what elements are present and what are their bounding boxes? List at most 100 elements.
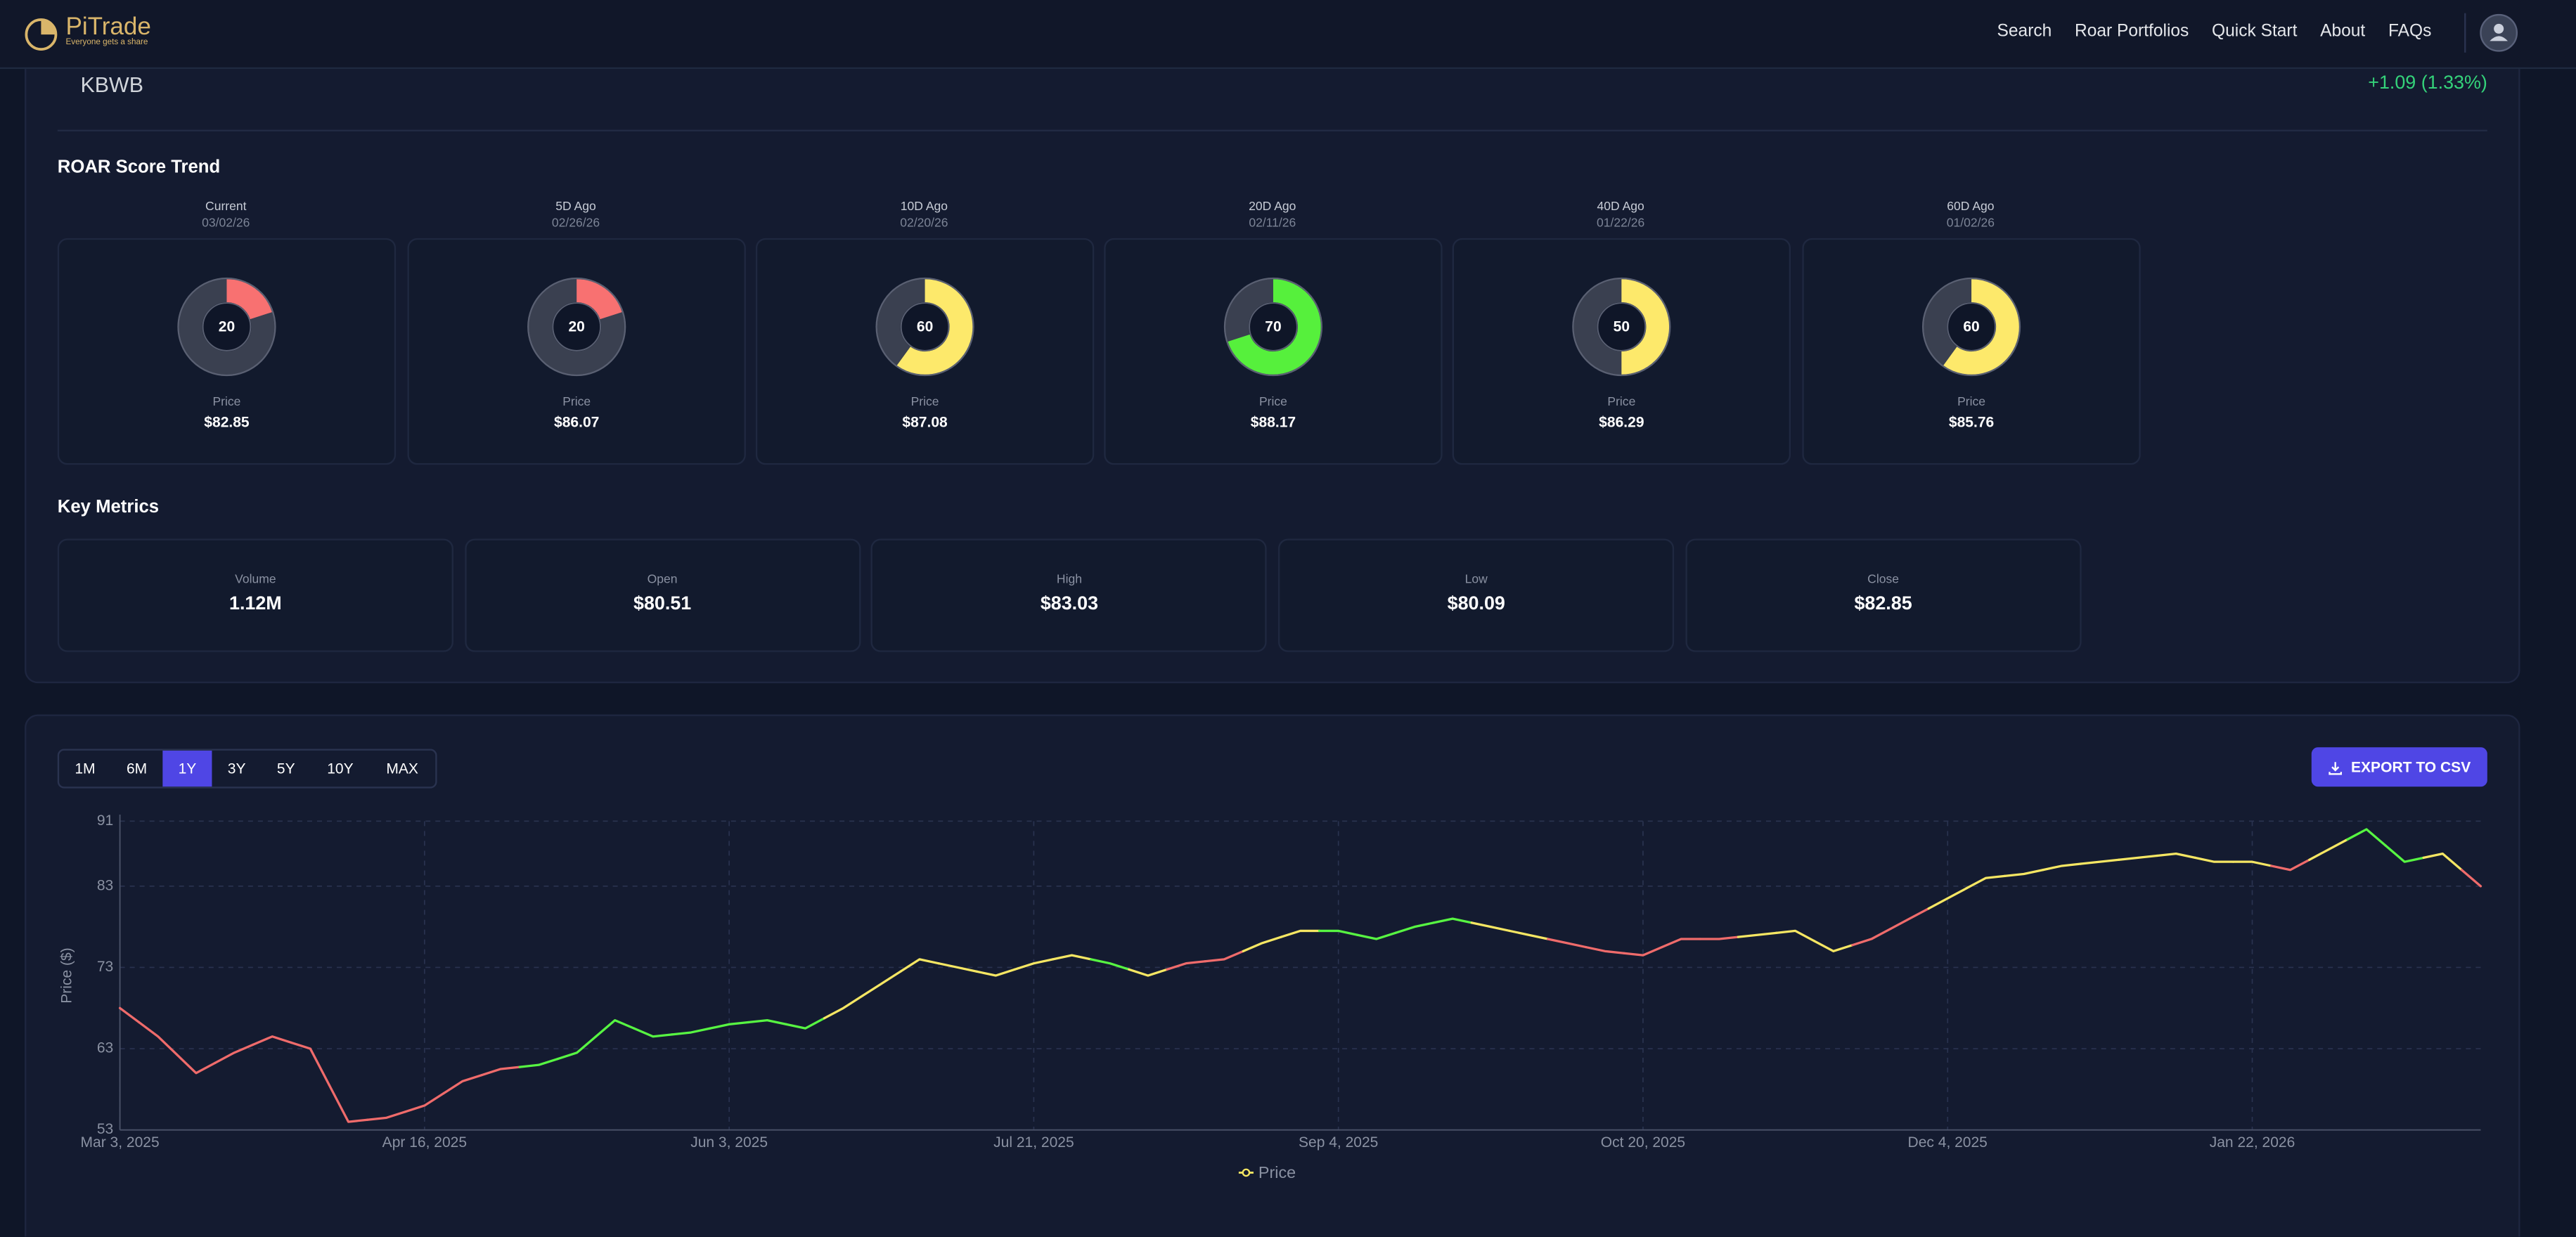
donut-hole — [1947, 302, 1996, 351]
range-button[interactable]: 10Y — [327, 760, 354, 777]
y-tick-label: 63 — [97, 1040, 113, 1056]
card-label: 20D Ago — [1249, 198, 1296, 214]
donut-edge — [1223, 277, 1323, 377]
price-line — [785, 1017, 826, 1030]
card-date: 01/22/26 — [1597, 215, 1645, 231]
price-line — [823, 995, 864, 1020]
price-line — [1356, 931, 1397, 940]
price-line — [1242, 935, 1283, 952]
donut-score: 60 — [1963, 319, 1979, 335]
nav-link[interactable]: Roar Portfolios — [2075, 21, 2189, 41]
legend-marker — [1242, 1168, 1251, 1177]
metric-value: $83.03 — [1040, 594, 1099, 614]
price-line — [1051, 954, 1093, 961]
y-tick-label: 83 — [97, 877, 113, 893]
donut: 60 — [1921, 277, 2021, 377]
price-line — [1166, 960, 1206, 971]
metric-label: Volume — [235, 571, 276, 587]
nav-link[interactable]: FAQs — [2388, 21, 2432, 41]
price-line — [214, 1043, 255, 1064]
metric-card: High $83.03 — [871, 538, 1268, 652]
price-line — [1280, 929, 1321, 938]
price-line — [2194, 856, 2235, 863]
score-card: 20 Price $86.07 — [407, 238, 746, 465]
price-line — [2269, 858, 2311, 872]
score-card: 60 Price $87.08 — [755, 238, 1095, 465]
export-button[interactable]: EXPORT TO CSV — [2311, 747, 2487, 787]
range-button[interactable]: 1Y — [162, 750, 212, 787]
price-line — [1204, 950, 1244, 963]
chart-panel — [25, 714, 2520, 1237]
donut-arc — [1943, 279, 2019, 375]
price-line — [2346, 828, 2387, 847]
price-line — [671, 1027, 711, 1036]
metric-card: Open $80.51 — [464, 538, 861, 652]
price-line — [1090, 958, 1131, 971]
price-line — [556, 1035, 598, 1061]
metric-label: Low — [1464, 571, 1488, 587]
donut-edge — [1921, 277, 2021, 377]
card-label: 60D Ago — [1947, 198, 1995, 214]
price-line — [1737, 931, 1778, 938]
price-line — [2308, 838, 2349, 861]
metric-label: Close — [1867, 571, 1900, 587]
range-button[interactable]: 1M — [75, 760, 96, 777]
range-button[interactable]: 5Y — [276, 760, 295, 777]
donut-score: 50 — [1614, 319, 1630, 335]
x-tick-label: Mar 3, 2025 — [81, 1134, 160, 1151]
nav-link[interactable]: Quick Start — [2212, 21, 2298, 41]
price-label: Price — [1607, 394, 1636, 409]
price-line — [2460, 869, 2482, 888]
price-line — [118, 1006, 141, 1024]
score-card: 20 Price $82.85 — [57, 238, 397, 465]
x-tick-label: Oct 20, 2025 — [1601, 1134, 1685, 1151]
range-button[interactable]: 6M — [126, 760, 148, 777]
donut-hole — [900, 302, 950, 351]
card-label: 5D Ago — [555, 198, 596, 214]
user-avatar[interactable] — [2479, 13, 2518, 53]
navbar: PiTrade Everyone gets a share Search Roar… — [0, 0, 2576, 70]
price-line — [1508, 929, 1550, 940]
price-label: Price — [1258, 394, 1287, 409]
donut-edge — [875, 277, 974, 377]
export-label: EXPORT TO CSV — [2351, 758, 2471, 775]
price-label: Price — [562, 394, 591, 409]
price-line — [1585, 945, 1625, 954]
metric-value: $80.09 — [1447, 594, 1505, 614]
card-label: Current — [205, 198, 247, 214]
y-tick-label: 91 — [97, 812, 113, 829]
price-line — [1965, 874, 2007, 890]
donut: 60 — [875, 277, 974, 377]
divider — [57, 129, 2487, 131]
range-button[interactable]: MAX — [386, 760, 418, 777]
price-line — [442, 1073, 483, 1095]
price-line — [2003, 869, 2044, 878]
nav-link[interactable]: About — [2320, 21, 2366, 41]
card-date: 01/02/26 — [1946, 215, 1995, 231]
range-selector: 1M 6M 1Y 3Y 5Y 10Y MAX — [57, 749, 437, 789]
card-date: 02/11/26 — [1249, 215, 1296, 231]
legend-label: Price — [1258, 1163, 1296, 1181]
brand: PiTrade — [65, 13, 151, 41]
ticker-change: +1.09 (1.33%) — [2368, 74, 2487, 94]
y-tick-label: 53 — [97, 1121, 113, 1137]
price-line — [1318, 929, 1359, 936]
donut: 50 — [1572, 277, 1671, 377]
card-date: 02/20/26 — [900, 215, 948, 231]
x-tick-label: Jul 21, 2025 — [993, 1134, 1074, 1151]
price-line — [328, 1084, 369, 1123]
price-line — [2041, 862, 2082, 872]
price-line — [2232, 860, 2273, 867]
nav-link[interactable]: Search — [1997, 21, 2052, 41]
price-label: Price — [1957, 394, 1986, 409]
price-line — [861, 970, 902, 997]
range-button[interactable]: 3Y — [227, 760, 246, 777]
logo-icon — [25, 18, 58, 51]
price-line — [975, 968, 1016, 977]
price-line — [633, 1027, 674, 1038]
x-tick-label: Sep 4, 2025 — [1299, 1134, 1378, 1151]
price-line — [1927, 887, 1968, 910]
x-tick-label: Apr 16, 2025 — [382, 1134, 467, 1151]
x-tick-label: Dec 4, 2025 — [1908, 1134, 1988, 1151]
